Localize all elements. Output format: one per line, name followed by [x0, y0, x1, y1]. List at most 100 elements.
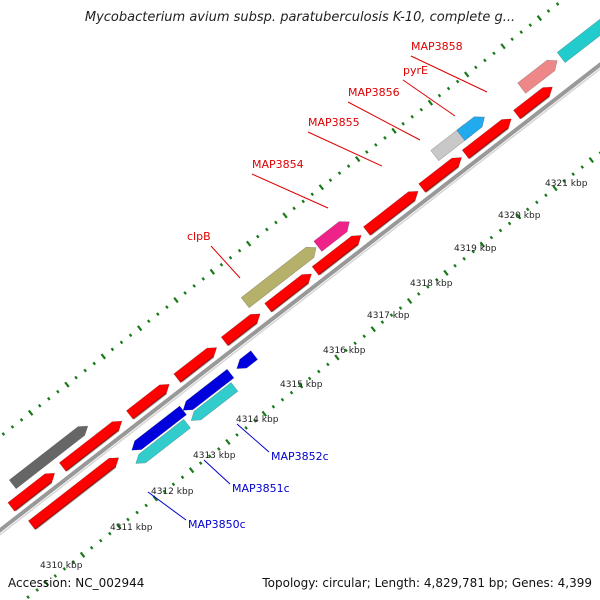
inner-tick-mark: [198, 461, 203, 465]
outer-tick-mark: [100, 353, 107, 360]
outer-tick-mark: [374, 143, 378, 147]
inner-tick-mark: [398, 306, 403, 310]
inner-tick-mark: [53, 574, 58, 578]
outer-tick-mark: [201, 277, 206, 281]
outer-tick-mark: [510, 37, 514, 42]
gene-feature-map3858: [517, 59, 558, 94]
outer-tick-mark: [500, 43, 506, 50]
scale-label: 4312 kbp: [151, 487, 194, 497]
inner-tick-mark: [362, 334, 366, 339]
inner-tick-mark: [326, 362, 330, 367]
outer-tick-mark: [546, 9, 551, 13]
inner-tick-mark: [271, 404, 276, 409]
outer-tick-mark: [255, 234, 260, 239]
inner-tick-mark: [162, 489, 167, 494]
outer-tick-mark: [228, 255, 233, 260]
gene-label-leader: [347, 101, 421, 141]
inner-tick-mark: [217, 447, 221, 451]
inner-tick-mark: [108, 531, 112, 536]
outer-tick-mark: [83, 368, 87, 373]
inner-tick-mark: [544, 193, 548, 198]
gene-feature-blue-segment: [236, 350, 259, 369]
outer-tick-mark: [173, 296, 179, 304]
cds-forward-feature-shadow: [133, 392, 167, 420]
gene-feature-map3850c: [135, 418, 191, 464]
inner-tick-mark: [126, 517, 130, 522]
cds-forward-feature-shadow: [271, 282, 310, 313]
outer-tick-mark: [274, 220, 278, 225]
inner-tick-mark: [588, 156, 595, 164]
inner-tick-mark: [525, 207, 530, 212]
outer-tick-mark: [301, 199, 305, 204]
cds-forward-feature: [513, 86, 553, 120]
gene-label-map3854: MAP3854: [252, 158, 304, 171]
outer-tick-mark: [318, 184, 325, 191]
outer-tick-mark: [282, 212, 288, 219]
gene-label-leader: [236, 423, 270, 453]
outer-tick-mark: [265, 227, 269, 232]
inner-tick-mark: [171, 482, 176, 487]
gene-label-leader: [147, 491, 187, 521]
inner-tick-mark: [535, 200, 539, 205]
inner-tick-mark: [244, 426, 248, 430]
cds-forward-feature: [220, 313, 261, 347]
inner-tick-mark: [498, 228, 503, 233]
outer-tick-mark: [183, 291, 187, 295]
outer-tick-mark: [528, 23, 533, 27]
cds-forward-feature-shadow: [370, 199, 416, 236]
cds-forward-feature: [418, 157, 463, 193]
gene-feature-map3852c: [182, 368, 235, 411]
outer-tick-mark: [310, 192, 315, 197]
outer-tick-mark: [19, 418, 24, 422]
inner-tick-mark: [571, 172, 575, 176]
outer-tick-mark: [245, 240, 252, 247]
scale-label: 4320 kbp: [498, 211, 541, 221]
inner-tick-mark: [89, 545, 94, 550]
inner-tick-mark: [261, 410, 267, 417]
cds-forward-feature: [311, 235, 362, 276]
outer-tick-mark: [146, 319, 151, 324]
outer-tick-mark: [391, 127, 397, 134]
outer-tick-mark: [483, 58, 487, 63]
inner-tick-mark: [297, 382, 304, 389]
outer-tick-mark: [346, 164, 351, 168]
outer-tick-mark: [455, 79, 460, 84]
outer-tick-mark: [536, 15, 543, 22]
outer-tick-mark: [410, 114, 414, 119]
cds-forward-feature-shadow: [469, 127, 510, 159]
inner-tick-mark: [79, 551, 86, 558]
inner-tick-mark: [316, 369, 321, 374]
gene-feature-cyan: [556, 18, 600, 64]
scale-label: 4319 kbp: [454, 244, 497, 254]
inner-tick-mark: [334, 354, 340, 361]
cds-forward-feature-shadow: [520, 95, 551, 120]
outer-tick-mark: [383, 136, 387, 140]
outer-tick-mark: [119, 340, 124, 345]
cds-forward-feature: [7, 472, 56, 512]
outer-tick-mark: [47, 396, 51, 401]
map-title: Mycobacterium avium subsp. paratuberculo…: [84, 10, 516, 25]
gene-label-map3856: MAP3856: [348, 86, 400, 99]
scale-label: 4313 kbp: [193, 451, 236, 461]
inner-tick-mark: [416, 292, 421, 296]
inner-tick-mark: [71, 559, 76, 564]
inner-tick-mark: [515, 213, 522, 220]
outer-tick-mark: [165, 305, 169, 309]
inner-tick-mark: [26, 595, 30, 599]
inner-tick-mark: [552, 185, 558, 192]
inner-tick-mark: [116, 523, 122, 530]
outer-tick-mark: [110, 347, 115, 352]
inner-tick-mark: [580, 165, 585, 169]
inner-tick-mark: [235, 433, 239, 437]
outer-tick-mark: [364, 150, 369, 154]
outer-tick-mark: [1, 432, 6, 436]
inner-tick-mark: [562, 179, 566, 184]
inner-tick-mark: [370, 326, 376, 333]
inner-tick-mark: [471, 249, 476, 254]
outer-tick-mark: [128, 333, 133, 338]
gene-label-map3850c: MAP3850c: [188, 518, 246, 531]
scale-label: 4316 kbp: [323, 346, 366, 356]
